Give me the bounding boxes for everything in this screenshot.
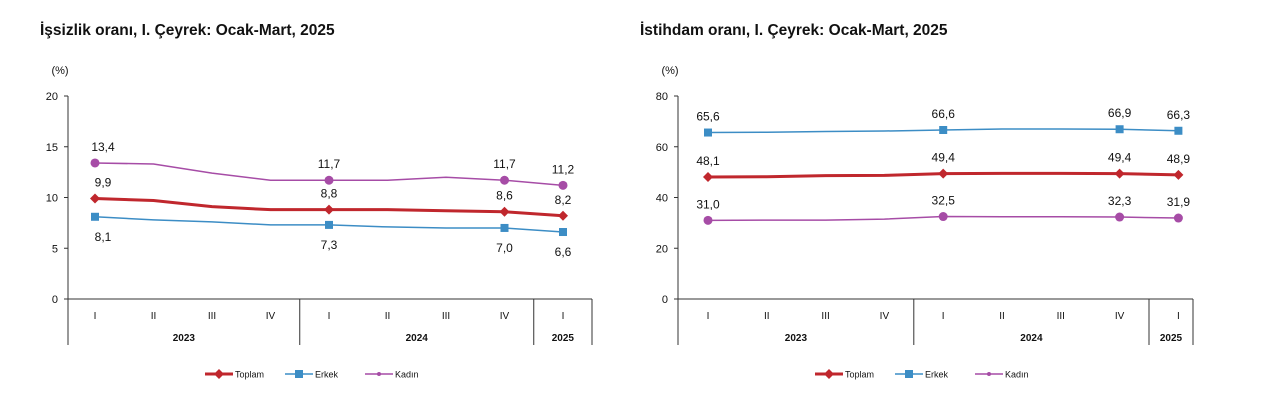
x-tick-label: IV	[1115, 311, 1125, 322]
data-point-toplam	[558, 210, 568, 221]
data-label-toplam: 49,4	[932, 151, 956, 165]
year-label: 2024	[406, 333, 429, 344]
year-label: 2023	[785, 333, 808, 344]
x-tick-label: III	[1057, 311, 1065, 322]
data-label-kadin: 13,4	[91, 140, 115, 154]
y-tick-label: 0	[662, 294, 668, 306]
data-point-toplam	[324, 204, 334, 215]
data-point-kadin	[703, 215, 713, 225]
x-tick-label: II	[764, 311, 770, 322]
year-label: 2023	[173, 333, 196, 344]
year-label: 2024	[1020, 333, 1043, 344]
data-label-toplam: 9,9	[95, 176, 112, 190]
x-tick-label: II	[999, 311, 1005, 322]
x-tick-label: I	[94, 311, 97, 322]
data-point-toplam	[1114, 168, 1125, 179]
data-label-kadin: 11,7	[318, 157, 341, 171]
x-tick-label: III	[208, 311, 216, 322]
data-point-toplam	[90, 193, 100, 204]
data-label-toplam: 8,6	[496, 189, 513, 203]
data-point-kadin	[500, 175, 509, 185]
legend-marker-erkek	[905, 370, 913, 378]
y-axis-unit-label: (%)	[661, 65, 678, 77]
data-point-kadin	[1173, 213, 1183, 223]
data-label-kadin: 31,9	[1167, 195, 1191, 209]
legend-label-erkek: Erkek	[925, 370, 949, 380]
data-point-erkek	[325, 220, 333, 229]
data-point-kadin	[938, 212, 948, 222]
data-point-erkek	[559, 228, 567, 237]
data-point-toplam	[499, 206, 510, 217]
data-label-erkek: 8,1	[95, 230, 112, 244]
data-point-erkek	[939, 126, 948, 135]
data-label-kadin: 11,7	[493, 157, 516, 171]
legend-marker-toplam	[824, 369, 834, 379]
data-point-kadin	[90, 158, 100, 168]
data-label-erkek: 66,6	[932, 107, 956, 121]
legend-label-kadin: Kadın	[395, 370, 419, 380]
y-tick-label: 15	[46, 142, 58, 154]
data-point-erkek	[1174, 126, 1183, 135]
x-tick-label: IV	[880, 311, 890, 322]
x-tick-label: I	[562, 311, 565, 322]
legend-marker-erkek	[295, 370, 303, 378]
data-point-erkek	[91, 212, 99, 221]
x-tick-label: II	[385, 311, 391, 322]
legend-marker-toplam	[214, 369, 224, 379]
legend-marker-kadin	[377, 372, 381, 376]
data-point-toplam	[703, 171, 713, 182]
x-tick-label: IV	[266, 311, 276, 322]
legend-label-toplam: Toplam	[235, 370, 264, 380]
data-label-erkek: 66,3	[1167, 108, 1191, 122]
data-label-kadin: 32,5	[932, 194, 956, 208]
data-label-toplam: 48,9	[1167, 152, 1191, 166]
chart-title-unemployment: İşsizlik oranı, I. Çeyrek: Ocak-Mart, 20…	[40, 22, 335, 39]
data-point-kadin	[324, 175, 334, 185]
y-tick-label: 20	[46, 91, 58, 103]
legend-label-erkek: Erkek	[315, 370, 339, 380]
data-label-kadin: 31,0	[696, 197, 720, 211]
data-point-kadin	[558, 180, 568, 190]
y-tick-label: 80	[656, 91, 668, 103]
legend-label-kadin: Kadın	[1005, 370, 1029, 380]
x-tick-label: I	[1177, 311, 1180, 322]
data-label-kadin: 32,3	[1108, 194, 1132, 208]
data-label-erkek: 66,9	[1108, 106, 1132, 120]
data-point-erkek	[704, 128, 712, 137]
y-axis-unit-label: (%)	[51, 65, 68, 77]
data-label-erkek: 6,6	[555, 245, 572, 259]
data-point-erkek	[1115, 125, 1124, 134]
x-tick-label: I	[942, 311, 945, 322]
y-tick-label: 5	[52, 243, 58, 255]
data-label-toplam: 8,2	[555, 193, 572, 207]
x-tick-label: I	[328, 311, 331, 322]
data-label-toplam: 48,1	[696, 154, 720, 168]
data-point-toplam	[1173, 169, 1184, 180]
data-label-toplam: 8,8	[321, 187, 338, 201]
data-label-erkek: 7,3	[321, 238, 338, 252]
x-tick-label: I	[707, 311, 710, 322]
data-label-erkek: 65,6	[696, 110, 720, 124]
x-tick-label: III	[821, 311, 829, 322]
y-tick-label: 20	[656, 243, 668, 255]
data-label-erkek: 7,0	[496, 241, 513, 255]
y-tick-label: 10	[46, 193, 58, 205]
chart-title-employment: İstihdam oranı, I. Çeyrek: Ocak-Mart, 20…	[640, 22, 948, 39]
legend-marker-kadin	[987, 372, 991, 376]
x-tick-label: IV	[500, 311, 510, 322]
data-label-toplam: 49,4	[1108, 151, 1132, 165]
legend-label-toplam: Toplam	[845, 370, 874, 380]
x-tick-label: III	[442, 311, 450, 322]
data-point-erkek	[500, 223, 509, 232]
data-point-toplam	[938, 168, 949, 179]
data-point-kadin	[1115, 212, 1125, 222]
y-tick-label: 0	[52, 294, 58, 306]
data-label-kadin: 11,2	[552, 162, 575, 176]
year-label: 2025	[552, 333, 575, 344]
x-tick-label: II	[151, 311, 157, 322]
y-tick-label: 60	[656, 142, 668, 154]
year-label: 2025	[1160, 333, 1183, 344]
y-tick-label: 40	[656, 193, 668, 205]
